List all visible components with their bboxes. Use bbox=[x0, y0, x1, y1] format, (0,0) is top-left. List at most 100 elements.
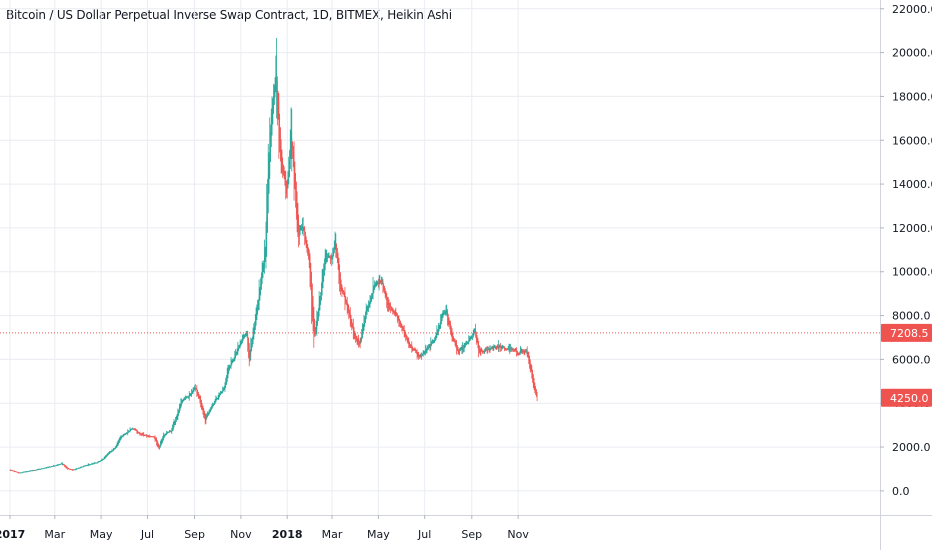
candle-body bbox=[156, 440, 158, 445]
candle-body bbox=[79, 467, 81, 469]
candle-body bbox=[501, 347, 503, 348]
candle-body bbox=[53, 465, 55, 467]
candle-body bbox=[199, 395, 201, 400]
candle-body bbox=[156, 438, 157, 442]
candle-body bbox=[433, 341, 435, 343]
candle-body bbox=[488, 349, 490, 350]
candle-body bbox=[125, 434, 126, 435]
candle-body bbox=[55, 465, 56, 467]
candle-body bbox=[225, 381, 227, 388]
candle-body bbox=[155, 437, 157, 441]
candle-body bbox=[270, 123, 272, 148]
candle-body bbox=[472, 336, 473, 338]
candle-body bbox=[422, 353, 424, 356]
candle-body bbox=[508, 348, 510, 349]
candle-body bbox=[77, 468, 78, 470]
candle-body bbox=[17, 471, 18, 473]
candle-body bbox=[217, 397, 219, 399]
candle-body bbox=[30, 470, 32, 472]
candle-body bbox=[122, 435, 123, 438]
candle-body bbox=[54, 465, 56, 467]
candle-body bbox=[349, 312, 351, 318]
candle-body bbox=[33, 470, 34, 472]
x-tick-label: Jul bbox=[417, 528, 431, 541]
candle-body bbox=[385, 290, 387, 297]
candle-body bbox=[446, 310, 448, 312]
candle-body bbox=[314, 318, 315, 336]
candle-body bbox=[422, 354, 423, 357]
candle-body bbox=[509, 348, 511, 350]
y-tick-label: 0.0 bbox=[892, 485, 910, 498]
candle-body bbox=[307, 244, 309, 252]
candle-body bbox=[532, 369, 533, 379]
candle-body bbox=[425, 350, 426, 354]
candle-body bbox=[62, 463, 64, 465]
x-tick-label: Jul bbox=[140, 528, 154, 541]
candle-body bbox=[245, 334, 246, 337]
candle-body bbox=[522, 351, 524, 352]
candle-body bbox=[67, 467, 69, 469]
candle-body bbox=[46, 467, 47, 469]
candle-body bbox=[87, 464, 89, 466]
candle-body bbox=[300, 227, 302, 231]
candle-body bbox=[258, 301, 259, 311]
candle-body bbox=[38, 469, 40, 471]
candle-body bbox=[344, 293, 346, 300]
candle-body bbox=[441, 317, 442, 325]
candle-body bbox=[436, 332, 438, 338]
candle-body bbox=[14, 471, 16, 472]
candle-body bbox=[27, 471, 29, 473]
candle-body bbox=[49, 466, 50, 468]
candle-body bbox=[317, 316, 318, 326]
candle-body bbox=[108, 453, 110, 455]
candle-body bbox=[387, 296, 388, 306]
candle-body bbox=[176, 415, 178, 420]
candle-body bbox=[463, 347, 465, 349]
candle-body bbox=[213, 403, 214, 406]
candle-body bbox=[394, 311, 396, 313]
candle-body bbox=[134, 429, 135, 430]
candle-body bbox=[60, 463, 62, 465]
candle-body bbox=[247, 334, 249, 341]
candle-body bbox=[355, 333, 356, 338]
candle-body bbox=[125, 433, 127, 435]
candle-body bbox=[286, 180, 287, 194]
candle-body bbox=[449, 320, 451, 326]
y-tick-label: 18000.0 bbox=[892, 90, 932, 103]
candle-body bbox=[101, 459, 103, 461]
candle-body bbox=[489, 349, 491, 351]
y-axis: 22000.0 20000.0 18000.0 16000.0 14000.0 12000… bbox=[880, 0, 932, 550]
candle-body bbox=[365, 310, 367, 320]
candle-body bbox=[441, 315, 443, 321]
candle-body bbox=[264, 256, 265, 268]
candle-body bbox=[223, 388, 224, 392]
candle-body bbox=[492, 347, 494, 349]
candle-body bbox=[320, 296, 321, 305]
candle-body bbox=[276, 78, 277, 83]
candle-body bbox=[87, 465, 88, 467]
candle-body bbox=[271, 113, 273, 136]
candle-body bbox=[226, 374, 228, 382]
candle-body bbox=[413, 348, 415, 350]
candle-body bbox=[415, 349, 416, 351]
candle-body bbox=[407, 337, 409, 342]
candle-body bbox=[234, 356, 236, 361]
candle-body bbox=[21, 472, 22, 474]
candle-body bbox=[251, 340, 253, 348]
candle-body bbox=[471, 337, 473, 339]
candle-body bbox=[318, 304, 320, 317]
candle-body bbox=[205, 416, 207, 420]
candle-body bbox=[203, 408, 205, 414]
candle-body bbox=[157, 442, 159, 446]
candle-body bbox=[214, 400, 216, 404]
candle-body bbox=[337, 252, 339, 263]
candle-body bbox=[400, 321, 401, 324]
candle-body bbox=[220, 392, 222, 395]
candle-body bbox=[403, 328, 405, 332]
candle-body bbox=[251, 343, 252, 352]
candle-body bbox=[170, 431, 172, 433]
candle-body bbox=[434, 338, 436, 341]
candle-body bbox=[409, 341, 410, 347]
candle-body bbox=[173, 422, 175, 428]
